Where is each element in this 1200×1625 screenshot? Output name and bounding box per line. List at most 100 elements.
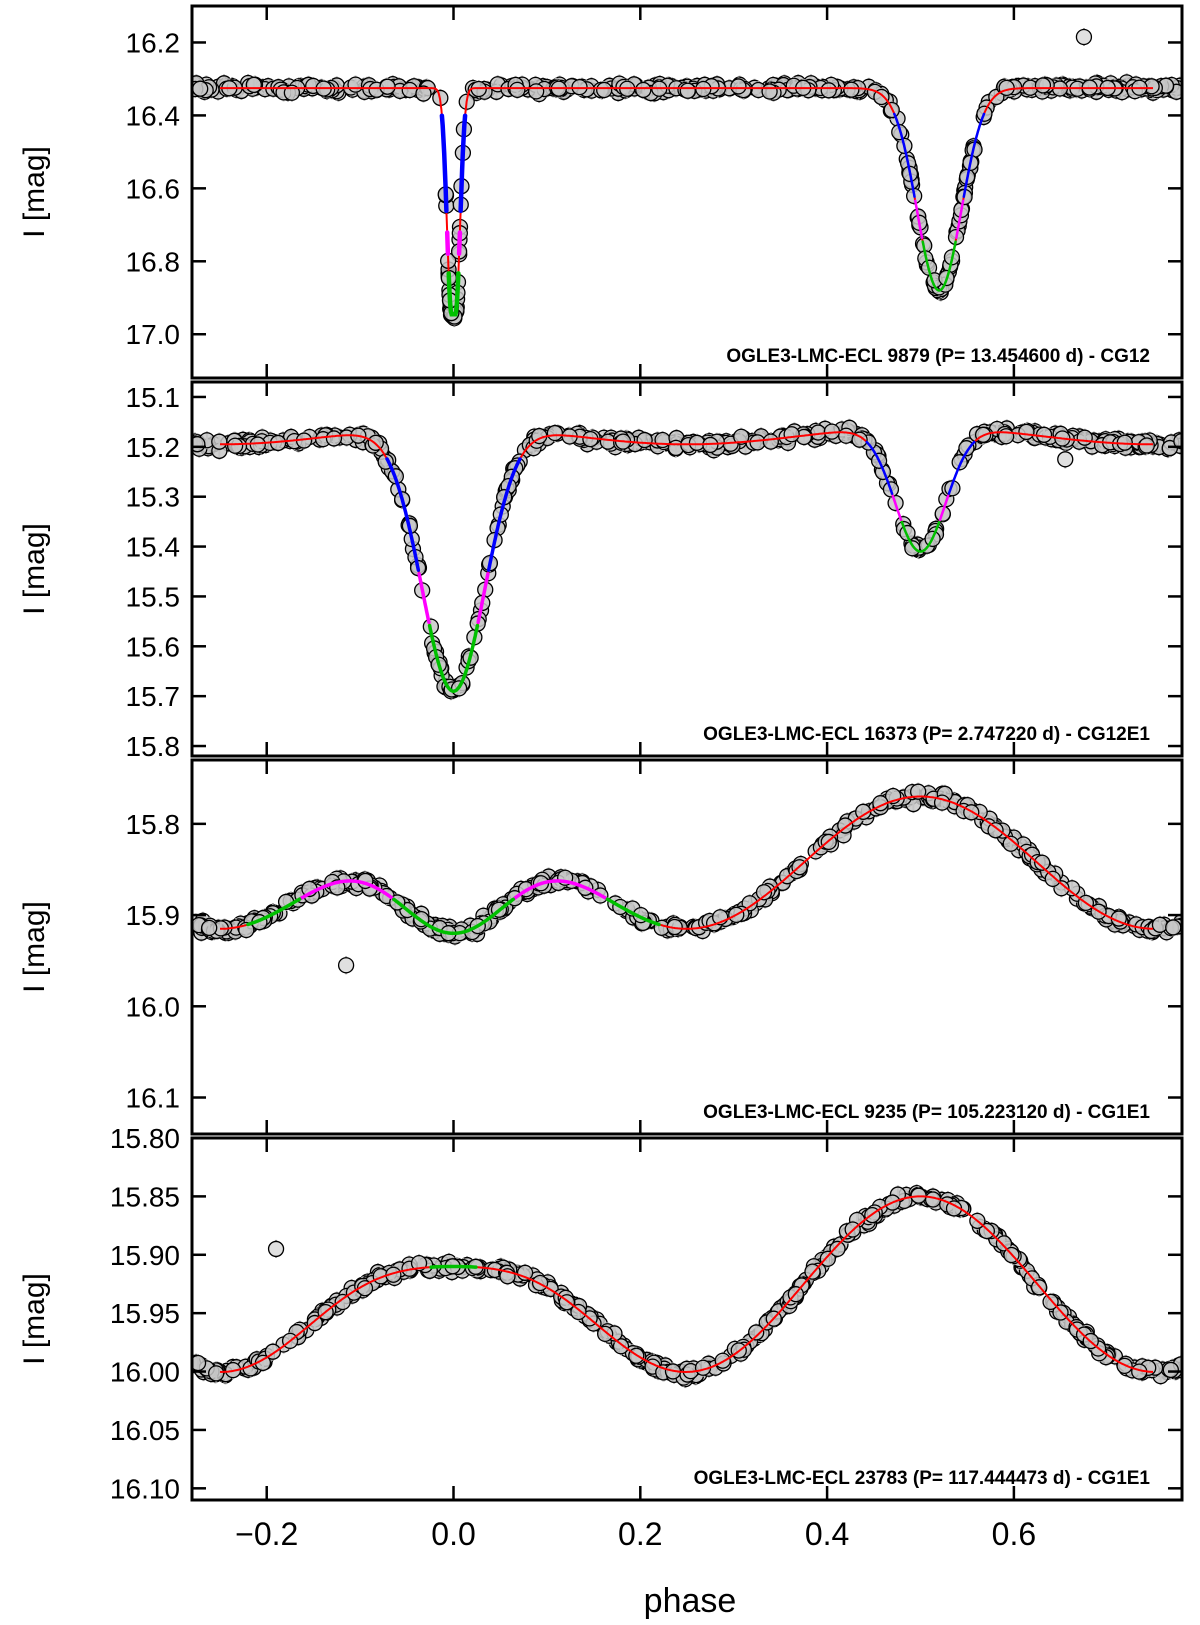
observation-point	[783, 426, 800, 443]
panel-annotation: OGLE3-LMC-ECL 23783 (P= 117.444473 d) - …	[694, 1468, 1151, 1489]
y-tick-label: 17.0	[126, 319, 181, 350]
y-tick-label: 16.8	[126, 246, 181, 277]
y-tick-label: 15.9	[126, 900, 181, 931]
observation-point	[509, 81, 526, 99]
observation-point	[208, 1365, 225, 1382]
observation-point	[1138, 437, 1155, 454]
observation-point	[201, 919, 218, 937]
model-curves	[220, 87, 1153, 317]
outlier-point	[1075, 28, 1093, 46]
y-tick-label: 15.8	[126, 809, 181, 840]
y-tick-label: 15.5	[126, 581, 181, 612]
observation-point	[528, 83, 545, 100]
observation-point	[249, 436, 266, 453]
y-tick-label: 15.95	[110, 1298, 180, 1329]
observation-point	[837, 427, 855, 444]
observation-point	[635, 81, 652, 99]
observation-point	[325, 430, 343, 447]
eclipse-fit-core	[921, 240, 957, 292]
observation-point	[401, 81, 418, 99]
observation-point	[995, 1235, 1013, 1252]
eclipse-fit-middle	[891, 494, 950, 522]
panel-annotation: OGLE3-LMC-ECL 9879 (P= 13.454600 d) - CG…	[726, 346, 1150, 367]
y-tick-label: 15.80	[110, 1123, 180, 1154]
observation-point	[679, 82, 696, 99]
observation-point	[654, 431, 671, 449]
observation-point	[998, 79, 1015, 97]
observation-point	[1034, 77, 1052, 94]
observation-point	[820, 82, 837, 99]
panel-1: 16.2 16.4 16.6 16.8 17.0 I [mag] OGLE3-LMC-ECL…	[18, 4, 1184, 380]
observation-point	[829, 1240, 846, 1258]
panel-4: 15.80 15.85 15.90 15.95 16.00 16.05 16.10 I [ma…	[18, 1123, 1184, 1504]
x-tick-label: 0.6	[992, 1516, 1036, 1552]
plot-frame	[190, 758, 1184, 1136]
observation-point	[306, 1314, 323, 1332]
observation-point	[1002, 835, 1019, 852]
eclipse-fit-middle	[417, 572, 490, 624]
observation-point	[730, 78, 747, 95]
y-tick-label: 16.0	[126, 991, 181, 1022]
x-tick-label: −0.2	[235, 1516, 298, 1552]
model-curves	[220, 431, 1153, 693]
y-axis-label: I [mag]	[18, 901, 51, 993]
outlier-point	[1057, 451, 1074, 468]
y-tick-label: 15.90	[110, 1240, 180, 1271]
observation-point	[347, 76, 364, 93]
y-tick-label: 16.1	[126, 1083, 181, 1114]
y-tick-label: 16.05	[110, 1415, 180, 1446]
eclipse-fit-middle	[444, 230, 463, 256]
observation-point	[688, 434, 706, 451]
y-tick-label: 15.85	[110, 1181, 180, 1212]
x-tick-label: 0.2	[618, 1516, 662, 1552]
y-tick-label: 16.4	[126, 100, 181, 131]
observation-point	[334, 1293, 351, 1311]
observation-point	[192, 80, 209, 97]
y-tick-label: 16.00	[110, 1357, 180, 1388]
observation-point	[597, 1325, 614, 1343]
observation-point	[978, 1222, 995, 1240]
observation-point	[226, 437, 244, 454]
x-axis-label: phase	[644, 1582, 737, 1620]
model-curves	[220, 795, 1153, 936]
y-tick-label: 16.10	[110, 1473, 180, 1504]
eclipse-fit-middle	[298, 879, 609, 901]
observation-point	[1044, 870, 1061, 888]
observation-point	[1042, 1293, 1059, 1311]
plot-frame	[190, 380, 1184, 758]
observation-point	[755, 884, 773, 901]
model-fit-curve	[220, 87, 1153, 316]
observation-point	[733, 428, 750, 445]
observation-point	[762, 433, 779, 450]
y-axis-label: I [mag]	[18, 1273, 51, 1365]
observation-point	[1151, 916, 1169, 933]
observation-point	[415, 85, 432, 102]
panel-2: 15.1 15.2 15.3 15.4 15.5 15.6 15.7 15.8 I [mag] O…	[18, 380, 1184, 762]
observation-points	[192, 28, 1182, 328]
observation-point	[211, 433, 228, 450]
observation-point	[851, 431, 868, 448]
observation-point	[1162, 1361, 1179, 1379]
observation-point	[1076, 429, 1093, 446]
observation-point	[741, 895, 758, 912]
observation-point	[958, 440, 975, 457]
y-axis-label: I [mag]	[18, 146, 51, 238]
y-tick-label: 15.8	[126, 731, 181, 762]
observation-point	[1034, 854, 1051, 871]
eclipse-fit-upper	[865, 440, 976, 496]
eclipse-fit-upper	[385, 457, 522, 572]
eclipse-fit-core	[246, 897, 661, 936]
y-tick-label: 15.3	[126, 482, 181, 513]
panel-annotation: OGLE3-LMC-ECL 16373 (P= 2.747220 d) - CG…	[703, 724, 1150, 745]
observation-point	[987, 822, 1004, 839]
observation-point	[910, 783, 927, 800]
x-tick-label: 0.4	[805, 1516, 849, 1552]
eclipse-fit-upper	[439, 113, 468, 214]
model-curves	[219, 1195, 1153, 1374]
observation-point	[761, 83, 778, 100]
y-tick-label: 16.2	[126, 27, 181, 58]
y-tick-label: 15.2	[126, 432, 181, 463]
y-tick-label: 15.6	[126, 631, 181, 662]
panel-annotation: OGLE3-LMC-ECL 9235 (P= 105.223120 d) - C…	[703, 1102, 1150, 1123]
